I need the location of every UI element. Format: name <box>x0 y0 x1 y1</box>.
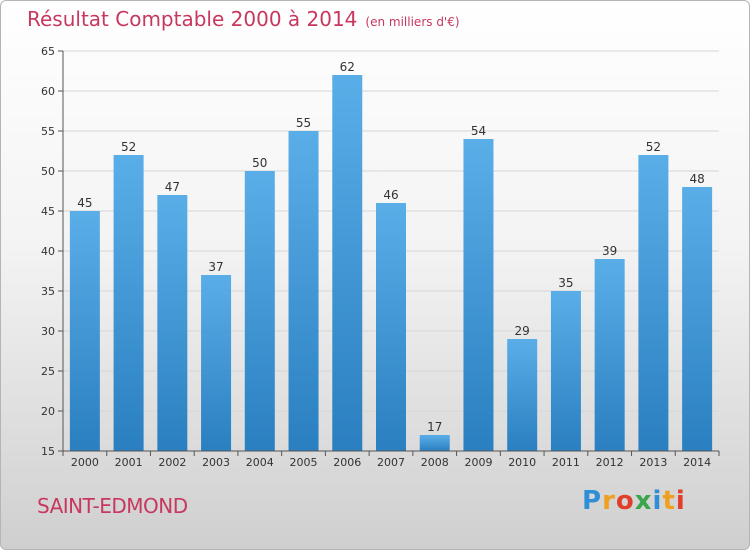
proxiti-logo[interactable]: Proxiti <box>582 486 686 516</box>
data-label: 37 <box>208 260 223 274</box>
y-tick-label: 15 <box>41 445 55 458</box>
bar <box>638 155 669 451</box>
x-tick-label: 2004 <box>246 456 274 469</box>
bar <box>594 259 625 451</box>
chart-title-text: Résultat Comptable 2000 à 2014 <box>27 7 358 31</box>
labels-group: 15 20 25 30 35 40 45 50 55 60 65 45 2000 52 2001 47 2002… <box>41 45 711 469</box>
data-label: 46 <box>383 188 398 202</box>
x-tick-label: 2010 <box>508 456 536 469</box>
bar <box>550 291 581 451</box>
data-label: 55 <box>296 116 311 130</box>
chart-title: Résultat Comptable 2000 à 2014 (en millie… <box>27 7 460 31</box>
y-tick-label: 30 <box>41 325 55 338</box>
bar <box>113 155 144 451</box>
bar <box>201 275 232 451</box>
bars-group <box>69 75 713 451</box>
x-tick-label: 2014 <box>683 456 711 469</box>
commune-name: SAINT-EDMOND <box>37 494 188 518</box>
y-tick-label: 55 <box>41 125 55 138</box>
data-label: 52 <box>121 140 136 154</box>
data-label: 62 <box>340 60 355 74</box>
x-tick-label: 2000 <box>71 456 99 469</box>
bar <box>288 131 319 451</box>
bar <box>682 187 713 451</box>
x-tick-label: 2002 <box>158 456 186 469</box>
data-label: 29 <box>515 324 530 338</box>
logo-letter: x <box>634 486 653 516</box>
bar <box>157 195 188 451</box>
x-tick-label: 2006 <box>333 456 361 469</box>
chart-subtitle: (en milliers d'€) <box>365 15 460 29</box>
x-tick-label: 2007 <box>377 456 405 469</box>
bar <box>419 435 450 451</box>
logo-letter: i <box>675 486 686 516</box>
y-tick-label: 20 <box>41 405 55 418</box>
data-label: 54 <box>471 124 486 138</box>
y-tick-label: 40 <box>41 245 55 258</box>
axes-group <box>58 50 720 456</box>
x-tick-label: 2008 <box>421 456 449 469</box>
x-tick-label: 2009 <box>464 456 492 469</box>
bar <box>463 139 494 451</box>
x-tick-label: 2005 <box>290 456 318 469</box>
y-tick-label: 35 <box>41 285 55 298</box>
data-label: 17 <box>427 420 442 434</box>
data-label: 45 <box>77 196 92 210</box>
x-tick-label: 2011 <box>552 456 580 469</box>
logo-letter: i <box>652 486 663 516</box>
y-tick-label: 45 <box>41 205 55 218</box>
data-label: 50 <box>252 156 267 170</box>
bar <box>376 203 406 451</box>
data-label: 47 <box>165 180 180 194</box>
x-tick-label: 2013 <box>639 456 667 469</box>
logo-letter: o <box>615 486 635 516</box>
y-tick-label: 65 <box>41 45 55 58</box>
x-tick-label: 2001 <box>115 456 143 469</box>
data-label: 48 <box>689 172 704 186</box>
x-tick-label: 2012 <box>596 456 624 469</box>
bar <box>507 339 538 451</box>
logo-letter: r <box>602 486 616 516</box>
data-label: 52 <box>646 140 661 154</box>
bar <box>244 171 275 451</box>
bar <box>332 75 363 451</box>
x-tick-label: 2003 <box>202 456 230 469</box>
bar <box>69 211 100 451</box>
logo-letter: P <box>582 486 603 516</box>
logo-letter: t <box>662 486 676 516</box>
data-label: 39 <box>602 244 617 258</box>
data-label: 35 <box>558 276 573 290</box>
y-tick-label: 50 <box>41 165 55 178</box>
y-tick-label: 60 <box>41 85 55 98</box>
y-tick-label: 25 <box>41 365 55 378</box>
